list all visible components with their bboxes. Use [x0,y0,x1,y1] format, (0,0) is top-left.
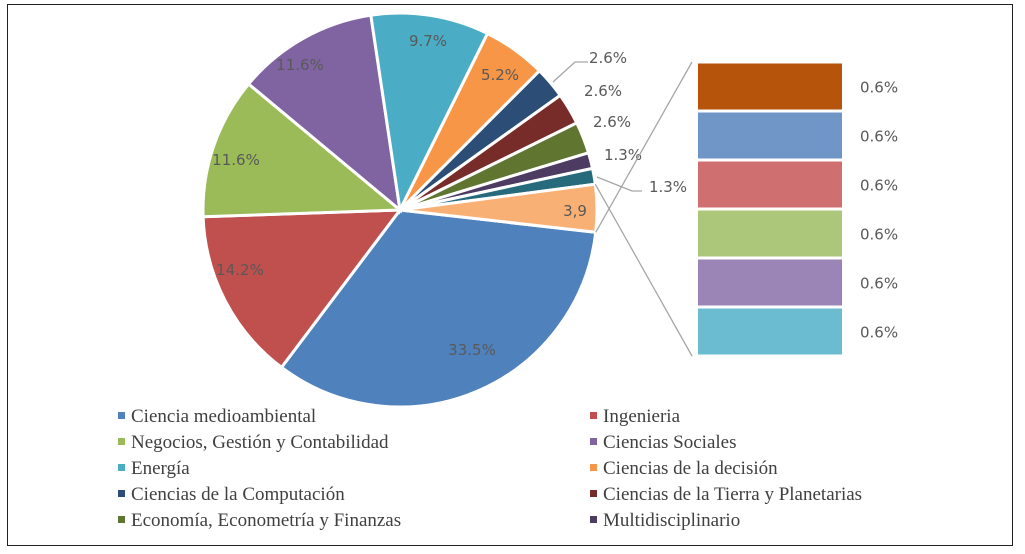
slice-data-label: 2.6% [589,49,627,67]
legend-label: Ciencia medioambiental [131,406,317,427]
slice-data-label: 2.6% [584,82,622,100]
connector-line [594,183,693,357]
secondary-bar-segment [698,308,842,355]
legend-item: Ciencias de la decisión [590,456,778,482]
legend-item: Ciencias Sociales [590,430,737,456]
secondary-data-label: 0.6% [860,177,898,195]
pie-slice [369,11,490,215]
secondary-bar-segment [698,161,842,208]
legend-item: Ciencias de la Computación [118,482,345,508]
slice-data-label: 2.6% [593,113,631,131]
slice-data-label: 1.3% [649,178,687,196]
connector-line [595,61,693,233]
secondary-data-label: 0.6% [860,324,898,342]
pie-slice [246,13,403,214]
legend-item: Economía, Econometría y Finanzas [118,508,401,534]
leader-line [552,61,588,83]
legend-label: Ciencias de la Computación [131,484,345,505]
legend-swatch [118,516,125,524]
legend-item: Multidisciplinario [590,508,740,534]
secondary-bar-segment [698,63,842,110]
legend-swatch [590,490,597,498]
legend-swatch [118,412,125,420]
legend-label: Ciencias de la decisión [603,458,778,479]
legend-swatch [590,464,597,472]
legend-swatch [118,464,125,472]
secondary-data-label: 0.6% [860,79,898,97]
legend-swatch [590,516,597,524]
secondary-bar-segment [698,259,842,306]
secondary-data-label: 0.6% [860,226,898,244]
secondary-data-label: 0.6% [860,275,898,293]
chart-frame [7,4,1013,546]
pie-slice [279,208,598,409]
slice-data-label: 11.6% [212,151,260,169]
legend-swatch [118,438,125,446]
legend-label: Multidisciplinario [603,510,741,531]
slice-data-label: 14.2% [216,261,264,279]
slice-data-label: 5.2% [481,66,519,84]
secondary-bar-segment [698,112,842,159]
legend-label: Ingenieria [603,406,681,427]
legend-item: Ciencia medioambiental [118,404,316,430]
legend-label: Negocios, Gestión y Contabilidad [131,432,389,453]
legend-swatch [590,438,597,446]
legend-item: Negocios, Gestión y Contabilidad [118,430,389,456]
pie-slice [201,208,404,370]
legend-swatch [118,490,125,498]
secondary-data-label: 0.6% [860,128,898,146]
slice-data-label: 11.6% [276,56,324,74]
leader-line [596,176,642,192]
legend-item: Ciencias de la Tierra y Planetarias [590,482,862,508]
legend-label: Ciencias Sociales [603,432,737,453]
legend-label: Energía [131,458,190,479]
secondary-bar-segment [698,210,842,257]
slice-data-label: 1.3% [604,146,642,164]
slice-data-label: 9.7% [409,32,447,50]
slice-data-label: 33.5% [448,341,496,359]
pie-slice [201,81,404,219]
legend-swatch [590,412,597,420]
legend-label: Economía, Econometría y Finanzas [131,510,402,531]
legend-item: Energía [118,456,190,482]
slice-data-label: 3,9 [563,202,587,220]
legend-item: Ingenieria [590,404,680,430]
legend-label: Ciencias de la Tierra y Planetarias [603,484,863,505]
